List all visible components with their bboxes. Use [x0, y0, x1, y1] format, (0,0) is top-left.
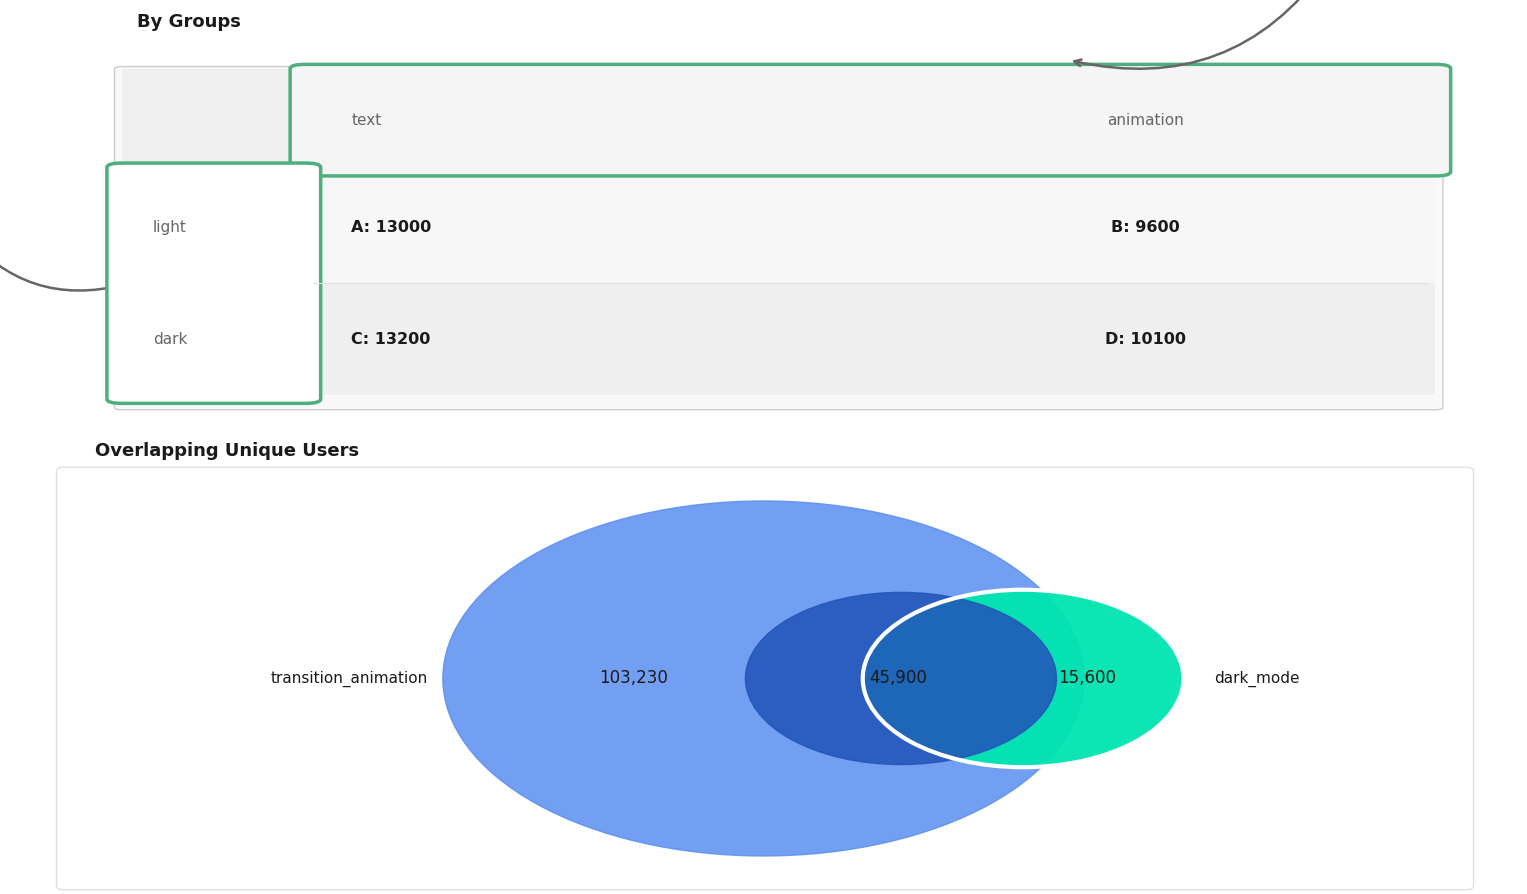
Text: A: 13000: A: 13000	[351, 220, 432, 235]
Text: dark mode: dark mode	[0, 209, 124, 291]
Text: By Groups: By Groups	[137, 13, 241, 31]
Text: 103,230: 103,230	[599, 670, 669, 687]
Circle shape	[745, 593, 1057, 764]
Text: dark_mode: dark_mode	[1214, 670, 1299, 687]
FancyBboxPatch shape	[122, 283, 1435, 395]
Text: dark: dark	[153, 332, 188, 347]
Text: 45,900: 45,900	[869, 670, 927, 687]
FancyBboxPatch shape	[290, 64, 1451, 176]
Text: transition animation: transition animation	[1075, 0, 1420, 69]
FancyBboxPatch shape	[122, 172, 1435, 283]
Text: transition_animation: transition_animation	[270, 670, 428, 687]
Text: light: light	[153, 220, 186, 235]
Text: Overlapping Unique Users: Overlapping Unique Users	[95, 442, 359, 460]
Circle shape	[863, 590, 1183, 767]
FancyBboxPatch shape	[107, 163, 321, 403]
FancyBboxPatch shape	[122, 69, 1435, 172]
FancyBboxPatch shape	[56, 468, 1474, 890]
Text: C: 13200: C: 13200	[351, 332, 431, 347]
FancyBboxPatch shape	[115, 66, 1443, 409]
Text: B: 9600: B: 9600	[1110, 220, 1180, 235]
Circle shape	[443, 501, 1084, 856]
Text: text: text	[351, 113, 382, 128]
Text: 15,600: 15,600	[1058, 670, 1116, 687]
Text: D: 10100: D: 10100	[1104, 332, 1186, 347]
Text: animation: animation	[1107, 113, 1183, 128]
